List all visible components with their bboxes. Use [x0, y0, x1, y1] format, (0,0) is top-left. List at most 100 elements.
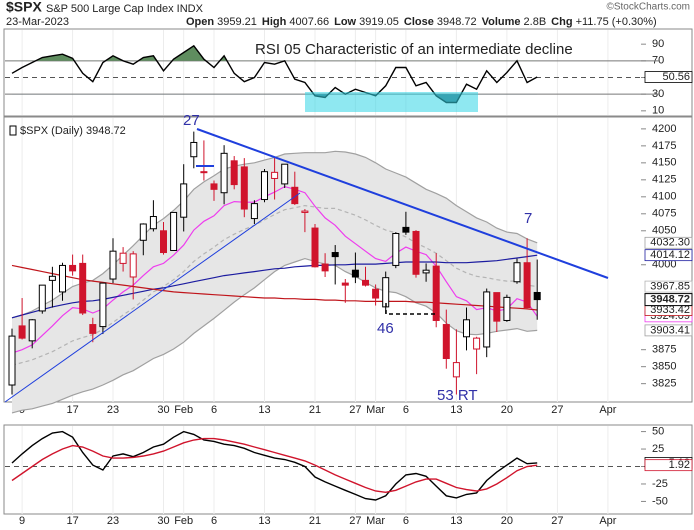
price-tag: 3967.85: [650, 281, 690, 293]
indicator-line: [11, 430, 538, 501]
candle-body: [422, 269, 430, 274]
candle-body: [38, 284, 46, 312]
x-tick-label: Feb: [174, 515, 193, 527]
x-tick-label: 27: [551, 515, 563, 527]
candle-body: [139, 223, 147, 241]
credit: ©StockCharts.com: [606, 2, 690, 13]
stat-label: Volume: [482, 16, 521, 28]
y-tick-label: 4100: [652, 191, 676, 203]
x-tick-label: Mar: [366, 515, 385, 527]
candle-body: [230, 160, 238, 186]
y-tick-label: 4075: [652, 208, 676, 220]
candle-body: [200, 171, 208, 174]
legend: $SPX (Daily) 3948.72: [20, 125, 126, 137]
candle-body: [351, 269, 359, 278]
candle-body: [392, 233, 400, 266]
x-tick-label: Feb: [174, 404, 193, 416]
price-tag-box: [644, 249, 693, 262]
candle-body: [89, 324, 97, 334]
candle-body: [59, 264, 66, 293]
candle-body: [503, 296, 511, 321]
x-tick-label: 6: [211, 404, 217, 416]
quote-stats: Open 3959.21 High 4007.66 Low 3919.05 Close 394…: [186, 16, 657, 28]
y-tick-label: 4150: [652, 157, 676, 169]
close-tag-box: [644, 293, 693, 307]
rsi-annotation: RSI 05 Characteristic of an intermediate…: [255, 41, 573, 58]
candle-body: [362, 279, 369, 286]
price-tag: 50.56: [662, 71, 690, 83]
overlay-line: [11, 204, 538, 366]
candle-body: [210, 183, 218, 190]
price-tag-box: [644, 71, 693, 83]
candle-body: [28, 319, 36, 342]
candle-body: [240, 166, 248, 210]
x-tick-label: 30: [157, 404, 169, 416]
candle-body: [18, 325, 26, 339]
candle-body: [271, 171, 279, 179]
price-tag-box: [644, 324, 693, 337]
candle-body: [190, 141, 198, 158]
trendline: [196, 128, 609, 279]
candle-body: [463, 319, 470, 338]
price-tag: 4014.12: [650, 249, 690, 261]
x-tick-label: 9: [19, 515, 25, 527]
candle-body: [382, 277, 390, 308]
y-tick-label: 50: [652, 425, 664, 437]
x-tick-label: 23: [107, 515, 119, 527]
overlay-line: [11, 264, 538, 311]
candle-body: [261, 171, 268, 201]
x-tick-label: Mar: [366, 404, 385, 416]
candle-body: [109, 250, 117, 280]
date: 23-Mar-2023: [6, 16, 69, 28]
candle-body: [281, 163, 289, 185]
y-tick-label: 25: [652, 443, 664, 455]
trendline: [4, 192, 301, 403]
y-tick-label: 4175: [652, 140, 676, 152]
y-tick-label: 4000: [652, 259, 676, 271]
y-tick-label: 4125: [652, 174, 676, 186]
candle-body: [402, 226, 410, 233]
stat-label: High: [262, 16, 287, 28]
x-tick-label: 27: [349, 515, 361, 527]
stat-value: 3919.05: [359, 16, 399, 28]
y-tick-label: 4200: [652, 123, 676, 135]
x-tick-label: 21: [309, 404, 321, 416]
candle-body: [533, 291, 541, 301]
y-tick-label: 90: [652, 38, 664, 50]
x-tick-label: 21: [309, 515, 321, 527]
x-tick-label: Apr: [599, 515, 616, 527]
stat-value: +11.75 (+0.30%): [576, 16, 657, 28]
symbol: $SPX: [6, 0, 42, 15]
y-tick-label: 4050: [652, 225, 676, 237]
candle-body: [291, 186, 299, 205]
stat-label: Open: [186, 16, 214, 28]
candle-body: [331, 252, 339, 258]
y-tick-label: 10: [652, 105, 664, 117]
candle-body: [69, 264, 77, 272]
price-tag: 3933.42: [650, 304, 690, 316]
stat-label: Close: [404, 16, 434, 28]
candle-body: [79, 262, 87, 314]
price-tag: 1.92: [669, 459, 690, 471]
price-tag-box: [644, 459, 693, 472]
x-tick-label: 17: [66, 404, 78, 416]
y-tick-label: 3875: [652, 344, 676, 356]
candle-body: [180, 183, 188, 218]
candle-body: [412, 230, 420, 275]
candle-body: [341, 282, 349, 286]
price-tag: 3903.41: [650, 324, 690, 336]
candle-body: [220, 152, 228, 194]
candle-body: [160, 230, 167, 254]
candle-body: [149, 216, 157, 230]
candle-body: [432, 265, 440, 321]
y-tick-label: -50: [652, 495, 668, 507]
stat-label: Chg: [551, 16, 572, 28]
candle-body: [483, 291, 491, 348]
candle-body: [301, 210, 309, 213]
stat-value: 4007.66: [289, 16, 329, 28]
x-tick-label: Apr: [599, 404, 616, 416]
candle-body: [8, 335, 16, 386]
x-tick-label: 20: [501, 404, 513, 416]
indicator-line: [11, 437, 538, 494]
price-tag-box: [644, 280, 693, 293]
